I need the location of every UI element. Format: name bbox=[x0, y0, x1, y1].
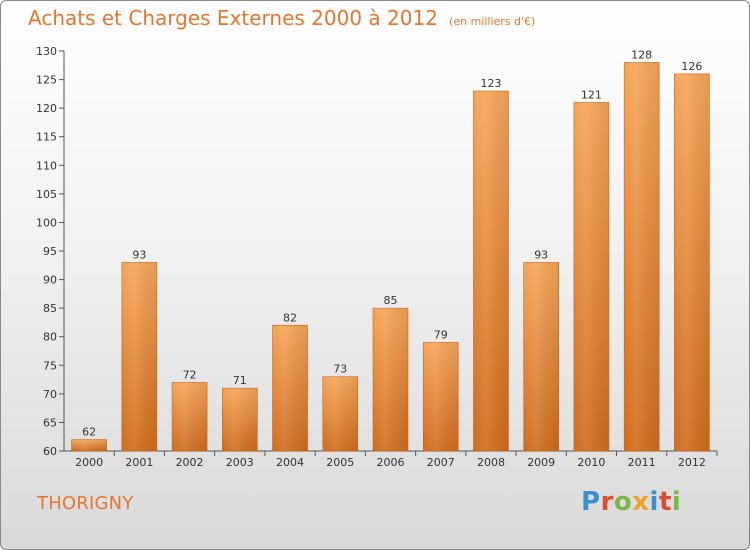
y-tick-label: 105 bbox=[36, 188, 57, 201]
y-tick-label: 90 bbox=[43, 274, 57, 287]
chart-title: Achats et Charges Externes 2000 à 2012 bbox=[28, 6, 438, 30]
y-tick-label: 60 bbox=[43, 445, 57, 458]
y-tick-label: 80 bbox=[43, 331, 57, 344]
axes: 60 65 70 75 80 85 90 95 100 105 110 115 120 125 130 200… bbox=[36, 45, 718, 469]
x-tick-label: 2003 bbox=[226, 456, 254, 469]
value-label-2003: 71 bbox=[233, 374, 247, 387]
x-tick-label: 2012 bbox=[678, 456, 706, 469]
logo-letter: r bbox=[600, 487, 614, 517]
y-tick-label: 75 bbox=[43, 359, 57, 372]
x-tick-label: 2005 bbox=[326, 456, 354, 469]
chart-subtitle: (en milliers d'€) bbox=[449, 15, 536, 28]
value-label-2004: 82 bbox=[283, 311, 297, 324]
y-tick-label: 70 bbox=[43, 388, 57, 401]
x-tick-label: 2001 bbox=[125, 456, 153, 469]
value-label-2005: 73 bbox=[333, 363, 347, 376]
bar-shine-2004 bbox=[272, 325, 308, 451]
bar-shine-2009 bbox=[523, 262, 559, 451]
y-tick-label: 120 bbox=[36, 102, 57, 115]
chart-title-block: Achats et Charges Externes 2000 à 2012 (… bbox=[28, 6, 535, 30]
bar-shine-2011 bbox=[624, 62, 660, 452]
y-tick-label: 110 bbox=[36, 159, 57, 172]
value-label-2000: 62 bbox=[82, 426, 96, 439]
logo-letter: i bbox=[649, 487, 659, 517]
value-label-2012: 126 bbox=[681, 60, 702, 73]
bar-shine-2002 bbox=[172, 382, 208, 451]
bar-shine-2006 bbox=[373, 308, 408, 451]
value-label-2009: 93 bbox=[534, 248, 548, 261]
x-tick-label: 2006 bbox=[377, 456, 405, 469]
value-label-2006: 85 bbox=[384, 294, 398, 307]
bar-shine-2001 bbox=[121, 262, 157, 451]
value-label-2008: 123 bbox=[480, 77, 501, 90]
logo-letter: t bbox=[658, 487, 672, 517]
y-tick-label: 65 bbox=[43, 416, 57, 429]
bar-shine-2000 bbox=[71, 439, 107, 451]
bar-shine-2010 bbox=[573, 102, 609, 451]
value-label-2001: 93 bbox=[132, 248, 146, 261]
x-tick-label: 2008 bbox=[477, 456, 505, 469]
value-label-2007: 79 bbox=[434, 328, 448, 341]
x-tick-label: 2007 bbox=[427, 456, 455, 469]
x-tick-label: 2010 bbox=[577, 456, 605, 469]
x-tick-label: 2011 bbox=[628, 456, 656, 469]
y-tick-label: 85 bbox=[43, 302, 57, 315]
value-label-2010: 121 bbox=[581, 88, 602, 101]
bar-shine-2007 bbox=[423, 342, 459, 451]
y-tick-label: 100 bbox=[36, 216, 57, 229]
bars bbox=[71, 62, 710, 452]
bar-shine-2012 bbox=[674, 73, 710, 451]
logo-letter: i bbox=[671, 487, 682, 517]
commune-name: THORIGNY bbox=[37, 493, 134, 514]
logo-letter: P bbox=[581, 487, 601, 517]
value-label-2002: 72 bbox=[183, 368, 197, 381]
y-tick-label: 95 bbox=[43, 245, 57, 258]
y-tick-label: 115 bbox=[36, 131, 57, 144]
x-tick-label: 2004 bbox=[276, 456, 304, 469]
x-tick-label: 2009 bbox=[527, 456, 555, 469]
logo-letter: x bbox=[632, 487, 650, 517]
x-tick-label: 2002 bbox=[176, 456, 204, 469]
x-tick-label: 2000 bbox=[75, 456, 103, 469]
y-tick-label: 130 bbox=[36, 45, 57, 58]
bar-shine-2005 bbox=[322, 376, 358, 451]
logo-letter: o bbox=[613, 487, 633, 517]
y-tick-label: 125 bbox=[36, 74, 57, 87]
proxiti-logo: Proxiti bbox=[581, 487, 681, 517]
bar-shine-2003 bbox=[222, 388, 258, 451]
value-label-2011: 128 bbox=[631, 48, 652, 61]
value-labels: 62 93 72 71 82 73 85 79 123 93 121 128 126 bbox=[82, 48, 702, 438]
bar-shine-2008 bbox=[473, 91, 509, 451]
